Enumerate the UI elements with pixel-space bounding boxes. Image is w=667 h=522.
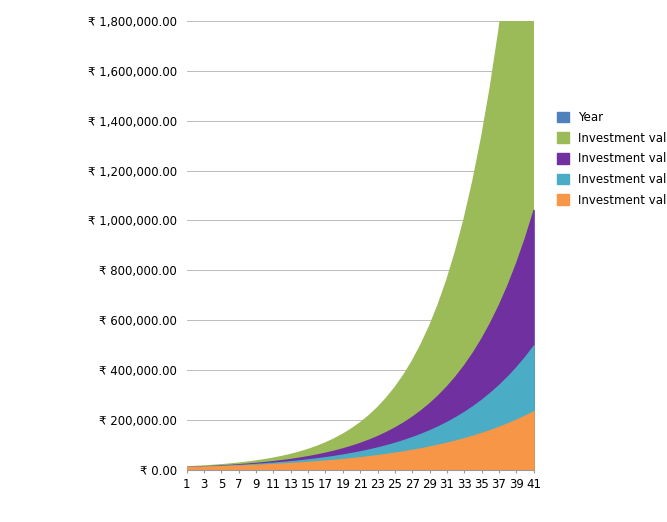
Legend: Year, Investment value (15%), Investment value (12%), Investment value (10%), In: Year, Investment value (15%), Investment… (554, 108, 667, 210)
